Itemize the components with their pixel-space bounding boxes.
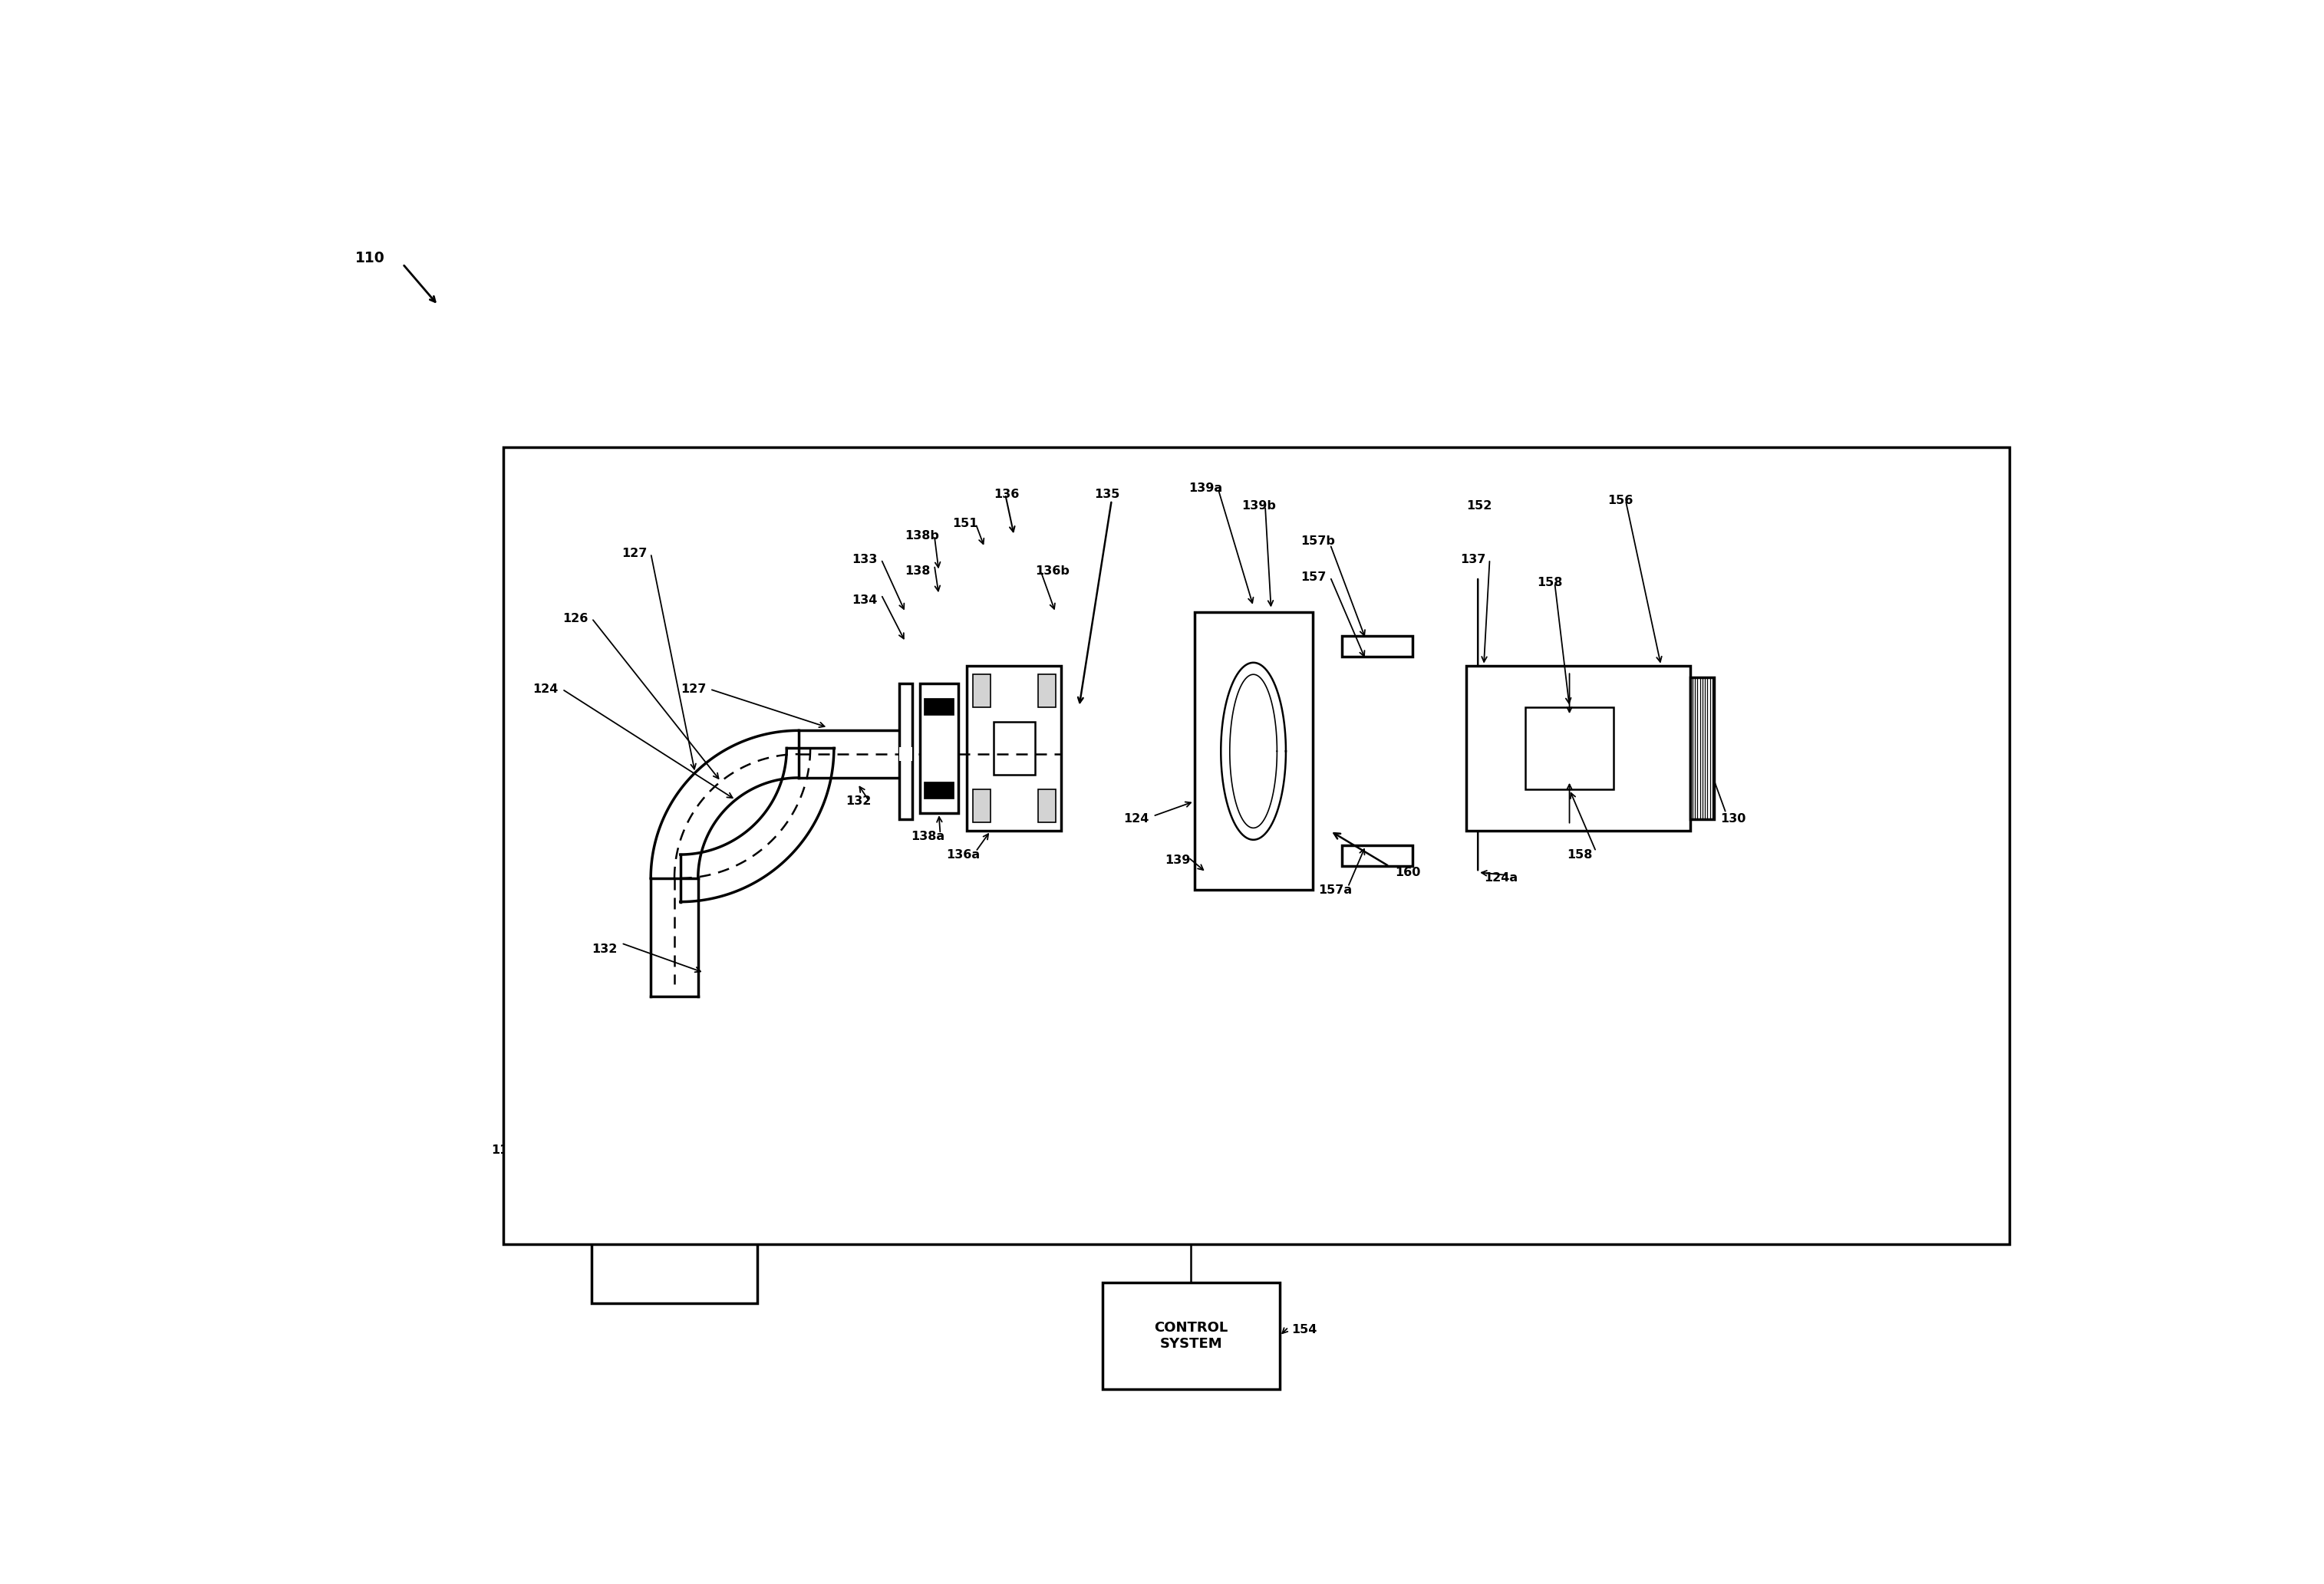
Bar (974, 789, 990, 822)
Bar (1341, 637, 1413, 657)
Text: 138b: 138b (904, 531, 939, 542)
Text: 134: 134 (851, 596, 876, 607)
Text: CONTROL
SYSTEM: CONTROL SYSTEM (1155, 1321, 1227, 1351)
Text: 132: 132 (593, 944, 618, 955)
Text: 126: 126 (562, 613, 588, 624)
Bar (1690, 678, 1715, 819)
Text: 132: 132 (846, 795, 872, 808)
Bar (967, 665, 1062, 832)
Text: 136: 136 (992, 488, 1018, 501)
Bar (992, 722, 1034, 775)
Text: 136b: 136b (1034, 565, 1069, 577)
Bar (974, 675, 990, 706)
Text: 135: 135 (1095, 488, 1120, 501)
Text: 139a: 139a (1188, 483, 1222, 494)
Bar (920, 683, 957, 813)
Text: 160: 160 (1394, 866, 1420, 878)
Text: 157b: 157b (1301, 535, 1334, 546)
Bar (1466, 665, 1690, 832)
Bar (502, 447, 2010, 1245)
Bar (1525, 706, 1613, 789)
Text: 136a: 136a (946, 849, 981, 860)
Bar (923, 782, 953, 798)
Text: 158: 158 (1536, 577, 1562, 589)
Text: 124a: 124a (1483, 873, 1518, 884)
Text: 137: 137 (1459, 553, 1485, 565)
Text: 156: 156 (1608, 494, 1634, 505)
Bar (1102, 1283, 1281, 1389)
Bar (1341, 846, 1413, 866)
Text: 133: 133 (851, 553, 876, 565)
Text: 139b: 139b (1241, 501, 1276, 512)
Text: 124: 124 (532, 683, 558, 695)
Text: 110: 110 (356, 250, 386, 265)
Text: 124: 124 (1122, 813, 1148, 825)
Text: 130: 130 (1720, 813, 1745, 825)
Text: 158: 158 (1566, 849, 1592, 860)
Text: 138a: 138a (911, 832, 944, 843)
Bar (593, 1156, 758, 1304)
Text: 152: 152 (1466, 501, 1492, 512)
Bar (1195, 613, 1313, 890)
Text: 138: 138 (904, 565, 930, 577)
Text: 157: 157 (1301, 572, 1327, 583)
Bar (899, 748, 911, 762)
Text: 154: 154 (1292, 1324, 1318, 1335)
Bar (1039, 675, 1055, 706)
Bar (923, 699, 953, 714)
Text: 139: 139 (1164, 855, 1190, 866)
Bar (899, 683, 911, 819)
Text: 127: 127 (621, 548, 646, 559)
Text: 112: 112 (490, 1144, 516, 1156)
Text: ION
SOURCE: ION SOURCE (644, 1215, 706, 1245)
Bar (1039, 789, 1055, 822)
Text: 127: 127 (681, 683, 706, 695)
Text: 151: 151 (953, 518, 978, 529)
Text: 157a: 157a (1318, 884, 1353, 895)
